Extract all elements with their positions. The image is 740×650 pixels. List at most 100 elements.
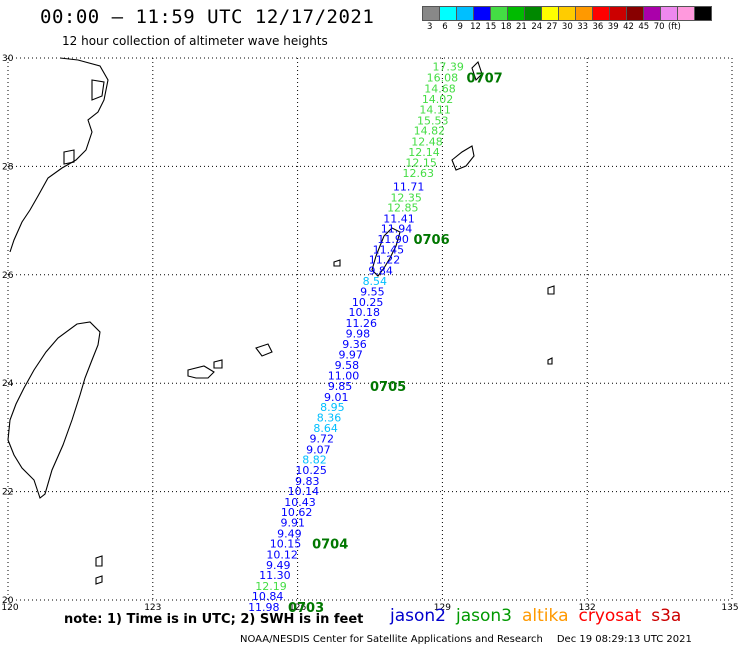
satellite-s3a: s3a <box>651 606 682 626</box>
wave-height-value: 10.14 <box>288 485 320 498</box>
wave-height-value: 11.94 <box>381 223 413 236</box>
colorbar-tick: 70 <box>653 22 665 32</box>
wave-height-value: 17.39 <box>432 61 464 74</box>
longitude-tick-label: 129 <box>434 603 451 613</box>
satellite-cryosat: cryosat <box>578 606 642 626</box>
wave-height-value: 9.91 <box>281 516 306 529</box>
colorbar-tick: 9 <box>457 22 463 32</box>
wave-height-value: 14.11 <box>419 103 451 116</box>
wave-height-value: 11.45 <box>373 243 405 256</box>
wave-height-value: 9.97 <box>338 348 363 361</box>
wave-height-value: 9.55 <box>360 286 385 299</box>
colorbar-tick: 42 <box>623 22 634 32</box>
wave-height-value: 8.64 <box>313 422 338 435</box>
colorbar-tick: 36 <box>592 22 604 32</box>
wave-height-value: 10.84 <box>252 590 284 603</box>
colorbar-tick: 24 <box>531 22 543 32</box>
taiwan-outline <box>7 321 101 499</box>
colorbar-tick: (ft) <box>667 22 681 32</box>
satellite-altika: altika <box>522 606 569 626</box>
wave-height-value: 14.02 <box>422 93 454 106</box>
wave-height-value: 10.43 <box>284 496 316 509</box>
longitude-tick-label: 132 <box>579 603 596 613</box>
longitude-tick-label: 135 <box>721 603 738 613</box>
wave-height-value: 10.12 <box>266 548 298 561</box>
wave-height-value: 8.36 <box>317 411 342 424</box>
wave-height-value: 12.14 <box>408 146 440 159</box>
colorbar-tick: 6 <box>442 22 448 32</box>
island-small2 <box>547 285 555 295</box>
island-small3 <box>95 555 103 567</box>
wave-height-value: 9.58 <box>335 359 360 372</box>
wave-height-value: 12.15 <box>405 157 437 170</box>
wave-height-value: 10.18 <box>348 306 380 319</box>
wave-height-value: 10.25 <box>295 464 327 477</box>
colorbar-tick: 45 <box>638 22 650 32</box>
wave-height-value: 9.49 <box>266 559 291 572</box>
map-panel: 120 123 126 129 132 135 30 28 26 24 22 20 17.39 16.0… <box>1 54 738 617</box>
generated-timestamp: Dec 19 08:29:13 UTC 2021 <box>556 634 692 645</box>
wave-height-value: 14.82 <box>414 125 446 138</box>
latitude-tick-label: 26 <box>2 271 14 281</box>
colorbar-tick: 15 <box>485 22 497 32</box>
wave-height-value: 12.48 <box>411 135 443 148</box>
wave-height-value: 12.19 <box>255 580 287 593</box>
wave-height-value: 9.85 <box>328 380 353 393</box>
colorbar-tick-labels: 3 6 9 12 15 18 21 24 27 30 33 36 39 42 45 70 (ft) <box>422 22 682 32</box>
wave-height-value: 9.72 <box>309 432 334 445</box>
colorbar-tick: 27 <box>546 22 558 32</box>
wave-height-value: 12.63 <box>403 167 435 180</box>
island-nw2 <box>63 149 75 165</box>
wave-height-value: 9.98 <box>346 327 371 340</box>
map-subtitle: 12 hour collection of altimeter wave hei… <box>62 34 328 48</box>
coastlines <box>7 57 555 585</box>
wave-height-value: 12.85 <box>387 202 419 215</box>
wave-height-value: 11.71 <box>393 180 425 193</box>
island-small1 <box>333 259 341 267</box>
latitude-tick-label: 30 <box>2 54 14 64</box>
wave-height-value: 11.00 <box>328 370 360 383</box>
wave-height-colorbar <box>422 6 712 21</box>
wave-height-value: 11.26 <box>346 317 378 330</box>
time-labels: 0707 0706 0705 0704 0703 <box>288 72 503 617</box>
wave-height-value: 9.84 <box>368 264 393 277</box>
wave-height-value: 11.41 <box>383 212 415 225</box>
amami-outline <box>451 145 475 171</box>
miyako-outline <box>255 343 273 357</box>
wave-height-value: 9.07 <box>306 443 331 456</box>
credit-text: NOAA/NESDIS Center for Satellite Applica… <box>240 634 543 645</box>
wave-height-value: 11.22 <box>369 254 401 267</box>
satellite-jason3: jason3 <box>456 606 512 626</box>
wave-height-value: 9.49 <box>277 527 302 540</box>
northwest-coast <box>9 57 109 253</box>
longitude-tick-label: 126 <box>289 603 306 613</box>
wave-height-value: 14.68 <box>424 82 456 95</box>
colorbar-tick: 39 <box>607 22 619 32</box>
colorbar-tick: 12 <box>470 22 481 32</box>
altimeter-map: 120 123 126 129 132 135 30 28 26 24 22 20 17.3916.0… <box>1 54 738 617</box>
wave-height-value: 9.01 <box>324 391 349 404</box>
graticule <box>7 57 733 601</box>
pass-time-label: 0707 <box>467 72 503 87</box>
wave-height-value: 10.15 <box>270 538 302 551</box>
wave-height-value: 11.30 <box>259 569 291 582</box>
wave-height-value: 9.83 <box>295 475 320 488</box>
wave-height-value: 11.98 <box>248 601 280 614</box>
colorbar-tick: 33 <box>577 22 589 32</box>
wave-height-value: 9.36 <box>342 338 367 351</box>
island-small5 <box>547 357 553 365</box>
wave-height-value: 8.54 <box>363 275 388 288</box>
pass-time-label: 0705 <box>370 380 406 395</box>
colorbar-tick: 3 <box>426 22 433 32</box>
satellite-jason2: jason2 <box>390 606 446 626</box>
tanegashima <box>471 60 483 82</box>
wave-height-value: 16.08 <box>427 72 459 85</box>
latitude-tick-label: 20 <box>2 596 14 606</box>
latitude-tick-label: 28 <box>2 162 14 172</box>
okinawa-outline <box>371 227 401 277</box>
satellite-legend: jason2 jason3 altika cryosat s3a <box>390 606 691 626</box>
latitude-tick-label: 24 <box>2 379 14 389</box>
map-title: 00:00 – 11:59 UTC 12/17/2021 <box>40 6 375 28</box>
longitude-tick-label: 120 <box>1 603 18 613</box>
wave-height-value: 8.95 <box>320 401 345 414</box>
